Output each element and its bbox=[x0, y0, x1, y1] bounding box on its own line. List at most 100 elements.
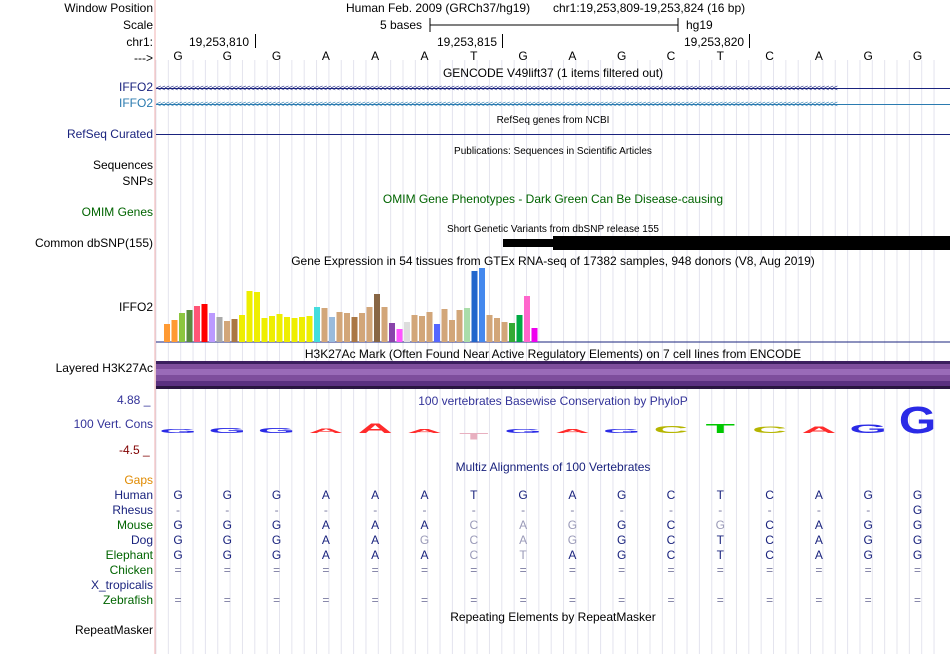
gencode-label-2[interactable]: IFFO2 bbox=[118, 96, 153, 110]
pubs-title[interactable]: Publications: Sequences in Scientific Ar… bbox=[454, 146, 652, 157]
omim-label[interactable]: OMIM Genes bbox=[81, 205, 153, 219]
gtex-tissue-bar[interactable] bbox=[434, 324, 440, 342]
gtex-tissue-bar[interactable] bbox=[471, 271, 478, 342]
gtex-tissue-bar[interactable] bbox=[344, 313, 350, 342]
pubs-label[interactable]: Sequences bbox=[92, 158, 153, 172]
rmsk-title[interactable]: Repeating Elements by RepeatMasker bbox=[450, 610, 656, 624]
dbsnp-label[interactable]: Common dbSNP(155) bbox=[34, 236, 153, 250]
gtex-tissue-bar[interactable] bbox=[396, 329, 403, 342]
gtex-tissue-bar[interactable] bbox=[246, 291, 253, 342]
multiz-base: G bbox=[271, 488, 282, 502]
gtex-tissue-bar[interactable] bbox=[366, 307, 373, 342]
gtex-tissue-bar[interactable] bbox=[209, 313, 215, 342]
gtex-tissue-bar[interactable] bbox=[486, 315, 493, 342]
dbsnp-title[interactable]: Short Genetic Variants from dbSNP releas… bbox=[447, 224, 659, 235]
gtex-tissue-bar[interactable] bbox=[411, 315, 418, 342]
db-text: hg19 bbox=[686, 18, 713, 32]
gtex-tissue-bar[interactable] bbox=[231, 319, 238, 342]
gtex-tissue-bar[interactable] bbox=[239, 315, 245, 342]
multiz-base: = bbox=[618, 593, 626, 607]
gtex-tissue-bar[interactable] bbox=[389, 323, 395, 342]
gtex-tissue-bar[interactable] bbox=[261, 318, 268, 342]
multiz-species-label[interactable]: X_tropicalis bbox=[90, 578, 153, 592]
multiz-species-label[interactable]: Dog bbox=[130, 533, 153, 547]
refseq-gene-line[interactable] bbox=[156, 134, 950, 135]
gtex-tissue-bar[interactable] bbox=[464, 308, 470, 342]
gtex-tissue-bar[interactable] bbox=[329, 317, 335, 342]
gtex-tissue-bar[interactable] bbox=[186, 310, 193, 342]
gtex-tissue-bar[interactable] bbox=[516, 315, 523, 342]
gtex-tissue-bar[interactable] bbox=[254, 292, 260, 342]
gtex-tissue-bar[interactable] bbox=[494, 318, 500, 342]
sequence-base: C bbox=[765, 49, 774, 63]
gtex-tissue-bar[interactable] bbox=[381, 307, 388, 342]
gtex-tissue-bar[interactable] bbox=[501, 322, 508, 342]
gtex-tissue-bar[interactable] bbox=[269, 316, 275, 342]
multiz-base: G bbox=[271, 518, 282, 532]
gtex-tissue-bar[interactable] bbox=[299, 317, 305, 342]
gtex-tissue-bar[interactable] bbox=[321, 308, 328, 342]
gtex-tissue-bar[interactable] bbox=[449, 320, 455, 342]
gtex-tissue-bar[interactable] bbox=[284, 317, 290, 342]
multiz-species-label[interactable]: Rhesus bbox=[112, 503, 153, 517]
gencode-title[interactable]: GENCODE V49lift37 (1 items filtered out) bbox=[442, 66, 664, 80]
gtex-tissue-bar[interactable] bbox=[359, 313, 365, 342]
sequence-base: G bbox=[222, 49, 232, 63]
multiz-base: A bbox=[371, 518, 380, 532]
cons-title[interactable]: 100 vertebrates Basewise Conservation by… bbox=[418, 394, 688, 408]
gtex-tissue-bar[interactable] bbox=[216, 317, 223, 342]
multiz-species-label[interactable]: Chicken bbox=[109, 563, 153, 577]
gtex-tissue-bar[interactable] bbox=[441, 309, 448, 342]
cons-logo[interactable]: G G G A A ATG A G C T C A G G bbox=[156, 400, 950, 456]
gtex-tissue-bar[interactable] bbox=[419, 316, 425, 342]
gtex-tissue-bar[interactable] bbox=[336, 312, 343, 342]
multiz-base: - bbox=[816, 503, 821, 517]
h3k27ac-label[interactable]: Layered H3K27Ac bbox=[55, 361, 153, 375]
multiz-species-label[interactable]: Mouse bbox=[116, 518, 153, 532]
multiz-base: = bbox=[766, 593, 774, 607]
gtex-tissue-bar[interactable] bbox=[374, 294, 380, 342]
gtex-title[interactable]: Gene Expression in 54 tissues from GTEx … bbox=[291, 254, 815, 268]
h3k27ac-title[interactable]: H3K27Ac Mark (Often Found Near Active Re… bbox=[304, 347, 802, 361]
gtex-tissue-bar[interactable] bbox=[509, 323, 515, 342]
omim-title[interactable]: OMIM Gene Phenotypes - Dark Green Can Be… bbox=[382, 192, 724, 206]
gtex-tissue-bar[interactable] bbox=[201, 304, 208, 342]
multiz-species-label[interactable]: Zebrafish bbox=[102, 593, 153, 607]
assembly-text: Human Feb. 2009 (GRCh37/hg19) bbox=[346, 1, 531, 15]
gtex-tissue-bar[interactable] bbox=[351, 317, 358, 342]
multiz-base: A bbox=[814, 488, 823, 502]
snps-label[interactable]: SNPs bbox=[122, 174, 153, 188]
sequence-base: G bbox=[173, 49, 183, 63]
refseq-label[interactable]: RefSeq Curated bbox=[66, 127, 153, 141]
gtex-tissue-bar[interactable] bbox=[291, 318, 298, 342]
gtex-tissue-bar[interactable] bbox=[426, 312, 433, 342]
refseq-title[interactable]: RefSeq genes from NCBI bbox=[496, 115, 610, 126]
gtex-tissue-bar[interactable] bbox=[194, 306, 200, 342]
gtex-tissue-bar[interactable] bbox=[524, 296, 530, 342]
gtex-bar-chart[interactable] bbox=[156, 268, 950, 346]
multiz-species-label[interactable]: Human bbox=[114, 488, 153, 502]
gtex-tissue-bar[interactable] bbox=[531, 328, 538, 342]
dbsnp-variant-2[interactable] bbox=[553, 236, 950, 250]
gencode-label-1[interactable]: IFFO2 bbox=[118, 80, 153, 94]
gtex-tissue-bar[interactable] bbox=[276, 314, 283, 342]
rmsk-label[interactable]: RepeatMasker bbox=[74, 623, 153, 637]
cons-label[interactable]: 100 Vert. Cons bbox=[73, 417, 153, 431]
gtex-tissue-bar[interactable] bbox=[224, 321, 230, 342]
gtex-tissue-bar[interactable] bbox=[179, 313, 185, 342]
h3k27ac-signal[interactable] bbox=[156, 361, 950, 389]
gtex-tissue-bar[interactable] bbox=[164, 324, 170, 342]
gtex-tissue-bar[interactable] bbox=[479, 268, 485, 342]
gtex-tissue-bar[interactable] bbox=[314, 307, 320, 342]
gtex-tissue-bar[interactable] bbox=[171, 320, 178, 342]
gtex-tissue-bar[interactable] bbox=[456, 310, 463, 342]
gtex-tissue-bar[interactable] bbox=[306, 316, 313, 342]
multiz-base: G bbox=[222, 533, 232, 547]
multiz-base: G bbox=[863, 548, 873, 562]
dbsnp-variant-1[interactable] bbox=[503, 239, 553, 247]
multiz-species-label[interactable]: Elephant bbox=[105, 548, 153, 562]
gtex-label[interactable]: IFFO2 bbox=[118, 300, 153, 314]
sequence-base: G bbox=[863, 49, 873, 63]
multiz-title[interactable]: Multiz Alignments of 100 Vertebrates bbox=[455, 460, 651, 474]
gtex-tissue-bar[interactable] bbox=[404, 322, 410, 342]
